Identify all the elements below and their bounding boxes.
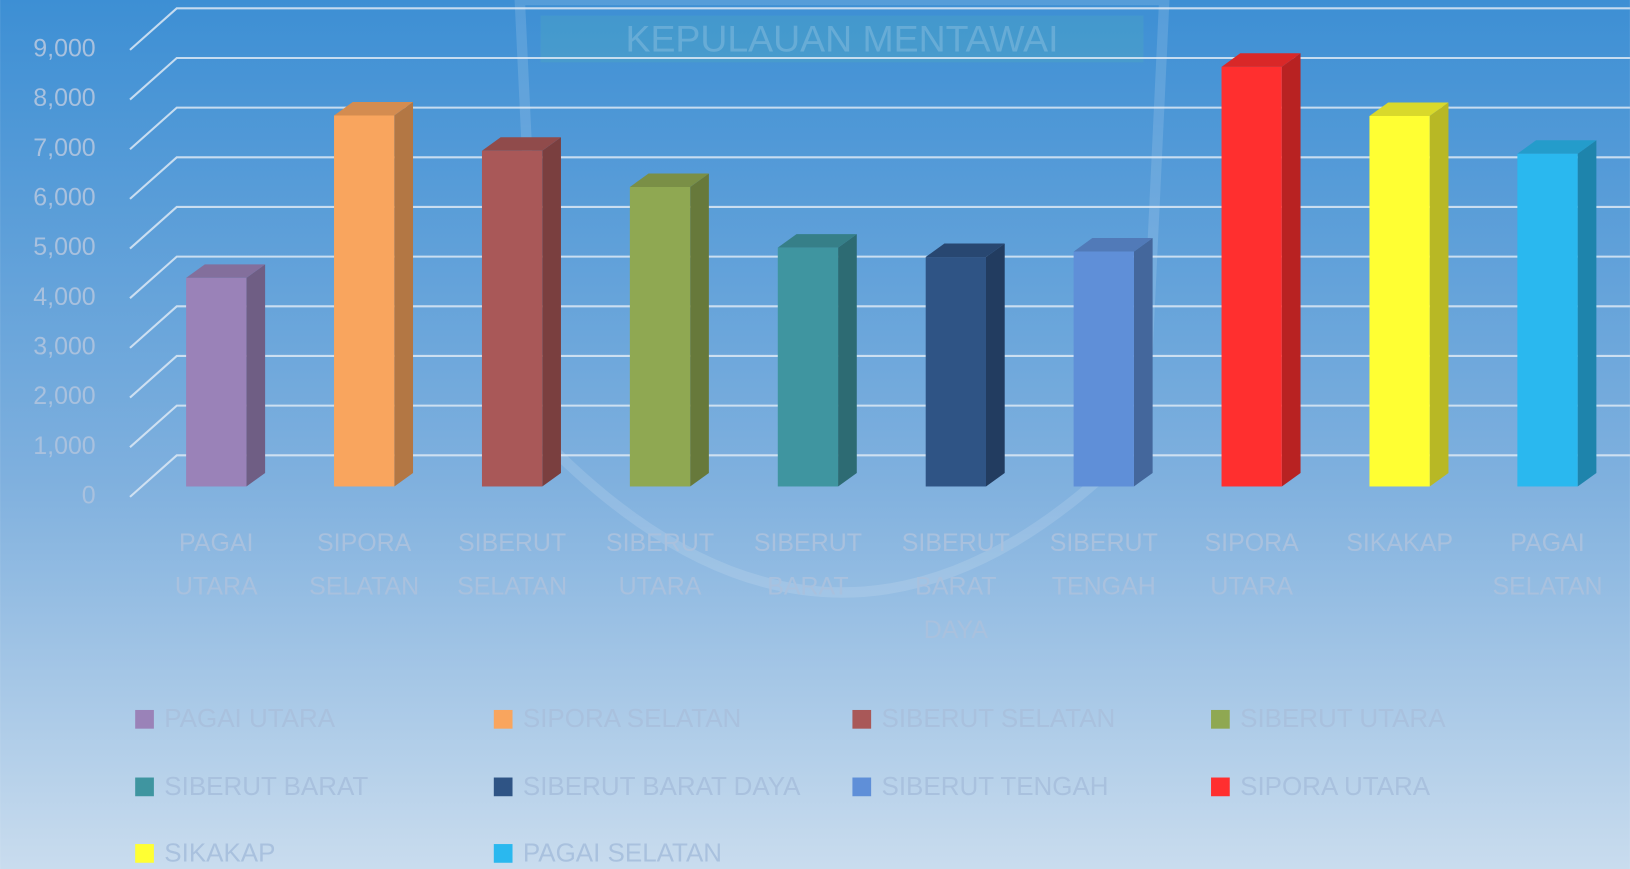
legend-swatch	[1211, 709, 1230, 729]
bar-side	[838, 234, 857, 487]
legend-swatch	[852, 777, 872, 797]
x-tick-label-box: SIBERUT BARAT	[753, 529, 862, 601]
bar-top	[481, 137, 561, 151]
y-tick-label: 2,000	[33, 382, 95, 410]
x-tick-label-box: SIPORA SELATAN	[309, 529, 420, 601]
legend-swatch	[493, 844, 513, 863]
legend-label: PAGAI SELATAN	[523, 837, 722, 867]
legend-label: SIPORA UTARA	[1240, 771, 1431, 801]
legend-swatch	[135, 709, 154, 729]
bar-top	[1221, 53, 1301, 67]
legend-swatch	[493, 709, 513, 729]
y-tick-label: 0	[82, 481, 96, 509]
x-tick-label-box: PAGAI UTARA	[174, 529, 258, 601]
bar-side	[1281, 53, 1301, 487]
bar	[1369, 115, 1430, 487]
bar-top	[777, 234, 857, 248]
bar	[777, 247, 839, 487]
grid-line	[129, 56, 1630, 101]
bar-side	[690, 173, 709, 487]
legend-swatch	[135, 844, 154, 863]
legend-swatch	[852, 709, 872, 729]
x-tick-label: SIBERUT SELATAN	[457, 529, 568, 601]
bar	[481, 150, 543, 487]
bar-top	[186, 264, 266, 278]
bar-side	[1429, 102, 1449, 487]
x-tick-label-box: PAGAI SELATAN	[1492, 529, 1603, 601]
bar	[925, 257, 986, 487]
x-tick-label: PAGAI SELATAN	[1492, 529, 1603, 601]
legend-label: SIPORA SELATAN	[523, 703, 741, 733]
legend-swatch	[1211, 777, 1230, 797]
bar-top	[1369, 102, 1449, 116]
x-tick-label: SIBERUT TENGAH	[1049, 529, 1158, 601]
y-tick-label: 5,000	[33, 233, 95, 261]
legend-swatch	[493, 777, 513, 797]
x-tick-label: SIBERUT BARAT DAYA	[901, 529, 1010, 645]
x-tick-label-box: SIBERUT SELATAN	[457, 529, 568, 601]
bar	[629, 187, 691, 487]
legend-label: SIBERUT BARAT DAYA	[523, 771, 801, 801]
legend-label: SIBERUT UTARA	[1240, 703, 1446, 733]
x-tick-label-box: SIBERUT BARAT DAYA	[901, 529, 1010, 645]
y-tick-label: 4,000	[33, 283, 95, 311]
bar-side	[394, 101, 414, 487]
bar	[1221, 66, 1282, 487]
bar-side	[246, 264, 266, 487]
x-tick-label-box: SIBERUT TENGAH	[1049, 529, 1158, 601]
x-tick-label-box: SIBERUT UTARA	[605, 529, 715, 601]
x-tick-label: SIBERUT UTARA	[605, 529, 715, 601]
legend-label: SIBERUT SELATAN	[882, 703, 1116, 733]
x-tick-label: SIPORA UTARA	[1204, 529, 1299, 601]
bar	[334, 115, 395, 487]
bar-side	[542, 137, 561, 487]
x-tick-label-box: SIKAKAP	[1346, 529, 1453, 558]
grid-line	[129, 7, 1630, 51]
bar-side	[985, 243, 1005, 487]
y-tick-label: 1,000	[33, 432, 95, 460]
legend-label: SIKAKAP	[164, 837, 275, 867]
bar	[1073, 251, 1134, 487]
bar-side	[1133, 238, 1153, 487]
legend-swatch	[135, 777, 154, 797]
bar-top	[334, 101, 414, 116]
legend-label: SIBERUT BARAT	[164, 771, 368, 801]
legend-label: SIBERUT TENGAH	[882, 771, 1109, 801]
y-tick-label: 3,000	[33, 332, 95, 360]
bar	[1517, 153, 1578, 487]
y-tick-label: 9,000	[33, 34, 95, 62]
x-tick-label: PAGAI UTARA	[174, 529, 258, 601]
bar-top	[925, 243, 1005, 258]
bar	[186, 277, 247, 487]
grid-line	[129, 106, 1630, 150]
bar-top	[1073, 238, 1153, 252]
x-tick-label: SIBERUT BARAT	[753, 529, 862, 601]
x-tick-label: SIPORA SELATAN	[309, 529, 420, 601]
bar-top	[629, 173, 709, 188]
y-tick-label: 7,000	[33, 134, 95, 162]
legend-label: PAGAI UTARA	[164, 703, 335, 733]
grid-line	[129, 156, 1630, 200]
bar-top	[1517, 140, 1597, 154]
x-tick-label-box: SIPORA UTARA	[1204, 529, 1299, 601]
watermark-logo	[514, 0, 1170, 598]
y-tick-label: 6,000	[33, 183, 95, 211]
bar-side	[1577, 140, 1597, 487]
y-tick-label: 8,000	[33, 84, 95, 112]
x-tick-label: SIKAKAP	[1346, 529, 1453, 558]
watermark-text: KEPULAUAN MENTAWAI	[626, 17, 1059, 59]
grid-line	[129, 205, 1630, 250]
